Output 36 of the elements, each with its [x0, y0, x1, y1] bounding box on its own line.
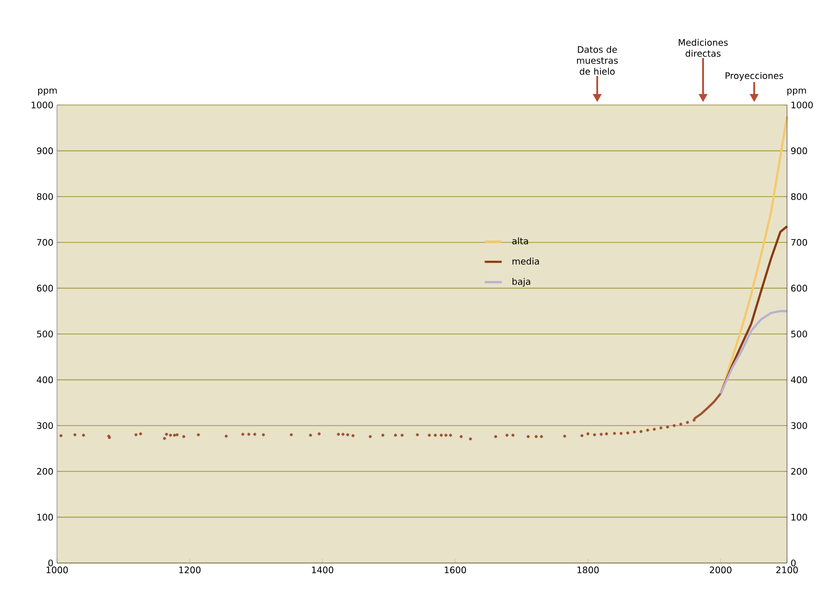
- x-tick-label: 2000: [710, 566, 732, 574]
- legend-label: media: [512, 258, 539, 265]
- x-tick-label: 1200: [179, 566, 201, 574]
- text: Mediciones directas: [678, 38, 728, 57]
- y2-tick-label: 900: [791, 147, 808, 154]
- legend-label: baja: [512, 278, 530, 287]
- x-tick-label: 1400: [312, 566, 334, 574]
- y-tick-label: 900: [36, 147, 53, 154]
- y2-tick-label: 500: [791, 330, 808, 338]
- y2-tick-label: 700: [791, 239, 808, 246]
- y-tick-label: 1000: [32, 102, 53, 108]
- y-tick-label: 400: [36, 376, 53, 384]
- y-tick-label: 500: [37, 330, 53, 338]
- y2-tick-label: 0: [791, 560, 796, 566]
- x-tick-label: 1000: [46, 566, 68, 574]
- y-tick-label: 100: [37, 514, 53, 521]
- text: Proyecciones: [726, 72, 784, 81]
- y-axis-title: ppm: [38, 88, 57, 96]
- y-tick-label: 700: [37, 239, 53, 246]
- y-tick-label: 200: [37, 468, 53, 475]
- y2-tick-label: 1000: [792, 102, 813, 108]
- x-tick-label: 1600: [444, 566, 466, 574]
- x-tick-label: 1800: [577, 566, 599, 574]
- y2-tick-label: 200: [791, 468, 808, 475]
- y-tick-label: 600: [36, 284, 53, 292]
- y2-tick-label: 300: [791, 422, 808, 429]
- y2-axis-title: ppm: [787, 88, 806, 96]
- y2-tick-label: 600: [791, 284, 808, 292]
- text: Datos de muestras de hielo: [577, 46, 618, 75]
- y2-tick-label: 800: [791, 193, 808, 200]
- y-tick-label: 800: [36, 193, 53, 200]
- x-tick-label: 2100: [776, 566, 798, 574]
- y2-tick-label: 400: [790, 376, 808, 384]
- y2-tick-label: 100: [792, 514, 808, 521]
- y-tick-label: 0: [48, 560, 53, 566]
- y-tick-label: 300: [37, 422, 53, 429]
